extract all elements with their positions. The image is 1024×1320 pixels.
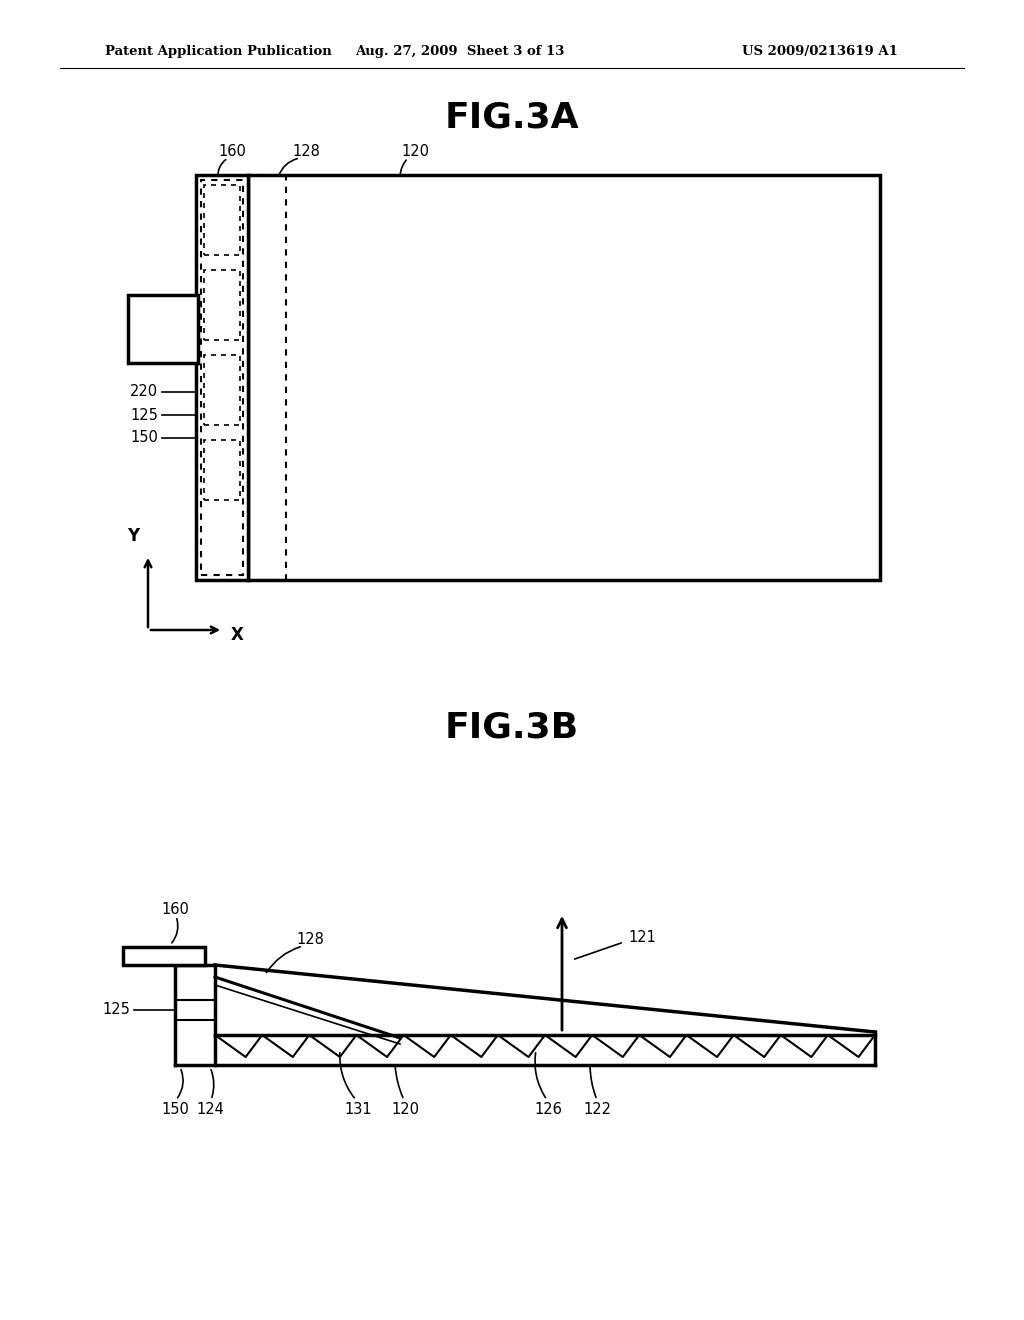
Text: 220: 220 — [130, 384, 158, 400]
Text: 126: 126 — [535, 1102, 562, 1118]
Bar — [128, 294, 198, 363]
Text: 120: 120 — [401, 144, 429, 160]
Text: 125: 125 — [102, 1002, 130, 1018]
Text: 160: 160 — [161, 903, 189, 917]
Text: FIG.3A: FIG.3A — [444, 102, 580, 135]
Text: Patent Application Publication: Patent Application Publication — [105, 45, 332, 58]
Text: 122: 122 — [583, 1102, 611, 1118]
Text: 150: 150 — [130, 430, 158, 446]
Text: 125: 125 — [130, 408, 158, 422]
Text: 121: 121 — [628, 931, 656, 945]
Text: 150: 150 — [161, 1102, 189, 1118]
Bar — [123, 946, 205, 965]
Bar — [204, 271, 240, 341]
Text: FIG.3B: FIG.3B — [445, 711, 579, 744]
Text: 120: 120 — [391, 1102, 419, 1118]
Text: Aug. 27, 2009  Sheet 3 of 13: Aug. 27, 2009 Sheet 3 of 13 — [355, 45, 564, 58]
Text: 131: 131 — [344, 1102, 372, 1118]
Text: 128: 128 — [296, 932, 324, 948]
Bar — [201, 180, 243, 576]
Text: 160: 160 — [218, 144, 246, 160]
Bar — [196, 176, 248, 579]
Text: Y: Y — [127, 527, 139, 545]
Bar — [204, 355, 240, 425]
Text: 128: 128 — [292, 144, 319, 160]
Text: 124: 124 — [196, 1102, 224, 1118]
Bar — [248, 176, 286, 579]
Text: X: X — [231, 626, 244, 644]
Bar — [204, 440, 240, 500]
Bar — [248, 176, 880, 579]
Bar — [204, 185, 240, 255]
Text: US 2009/0213619 A1: US 2009/0213619 A1 — [742, 45, 898, 58]
